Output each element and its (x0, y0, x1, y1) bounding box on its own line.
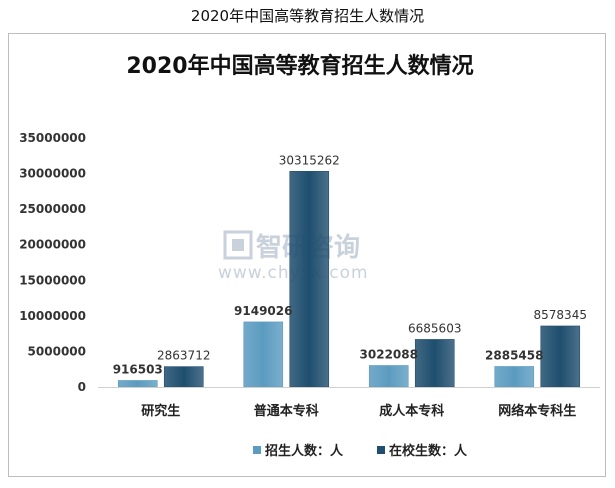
data-label: 3022088 (360, 348, 418, 362)
bar-in-school (289, 171, 330, 388)
legend-label: 招生人数：人 (265, 443, 344, 459)
y-tick-label: 0 (78, 380, 86, 394)
y-tick-label: 20000000 (19, 238, 86, 252)
y-axis: 0 5000000 10000000 15000000 20000000 25000000… (19, 131, 86, 394)
watermark-logo-icon (223, 230, 253, 260)
data-label: 916503 (113, 362, 163, 376)
legend-swatch (377, 446, 385, 454)
bar-in-school (540, 325, 581, 388)
bars (117, 171, 581, 388)
chart-title: 2020年中国高等教育招生人数情况 (126, 53, 473, 79)
y-tick-label: 15000000 (19, 273, 86, 287)
data-label: 6685603 (408, 321, 461, 335)
page-title: 2020年中国高等教育招生人数情况 (190, 7, 425, 25)
data-label: 8578345 (534, 308, 587, 322)
y-tick-label: 35000000 (19, 131, 86, 145)
bar-enrollment (368, 365, 409, 388)
data-label: 2885458 (485, 348, 543, 362)
bar-enrollment (243, 321, 284, 388)
y-tick-label: 30000000 (19, 167, 86, 181)
x-tick-label: 普通本专科 (254, 403, 319, 419)
bar-in-school (414, 339, 455, 388)
data-label: 9149026 (234, 304, 292, 318)
data-label: 2863712 (157, 349, 210, 363)
legend-label: 在校生数：人 (389, 443, 468, 459)
bar-enrollment (494, 366, 535, 388)
y-tick-label: 25000000 (19, 202, 86, 216)
x-axis: 研究生 普通本专科 成人本专科 网络本专科生 (98, 387, 600, 419)
data-label: 30315262 (279, 153, 340, 167)
bar-enrollment (117, 380, 158, 388)
y-tick-label: 10000000 (19, 309, 86, 323)
legend-swatch (253, 446, 261, 454)
bar-in-school (163, 366, 204, 388)
x-tick-label: 成人本专科 (379, 403, 444, 419)
legend: 招生人数：人 在校生数：人 (253, 443, 468, 459)
x-tick-label: 网络本专科生 (498, 403, 576, 419)
y-tick-label: 5000000 (28, 344, 86, 358)
x-tick-label: 研究生 (141, 403, 180, 419)
